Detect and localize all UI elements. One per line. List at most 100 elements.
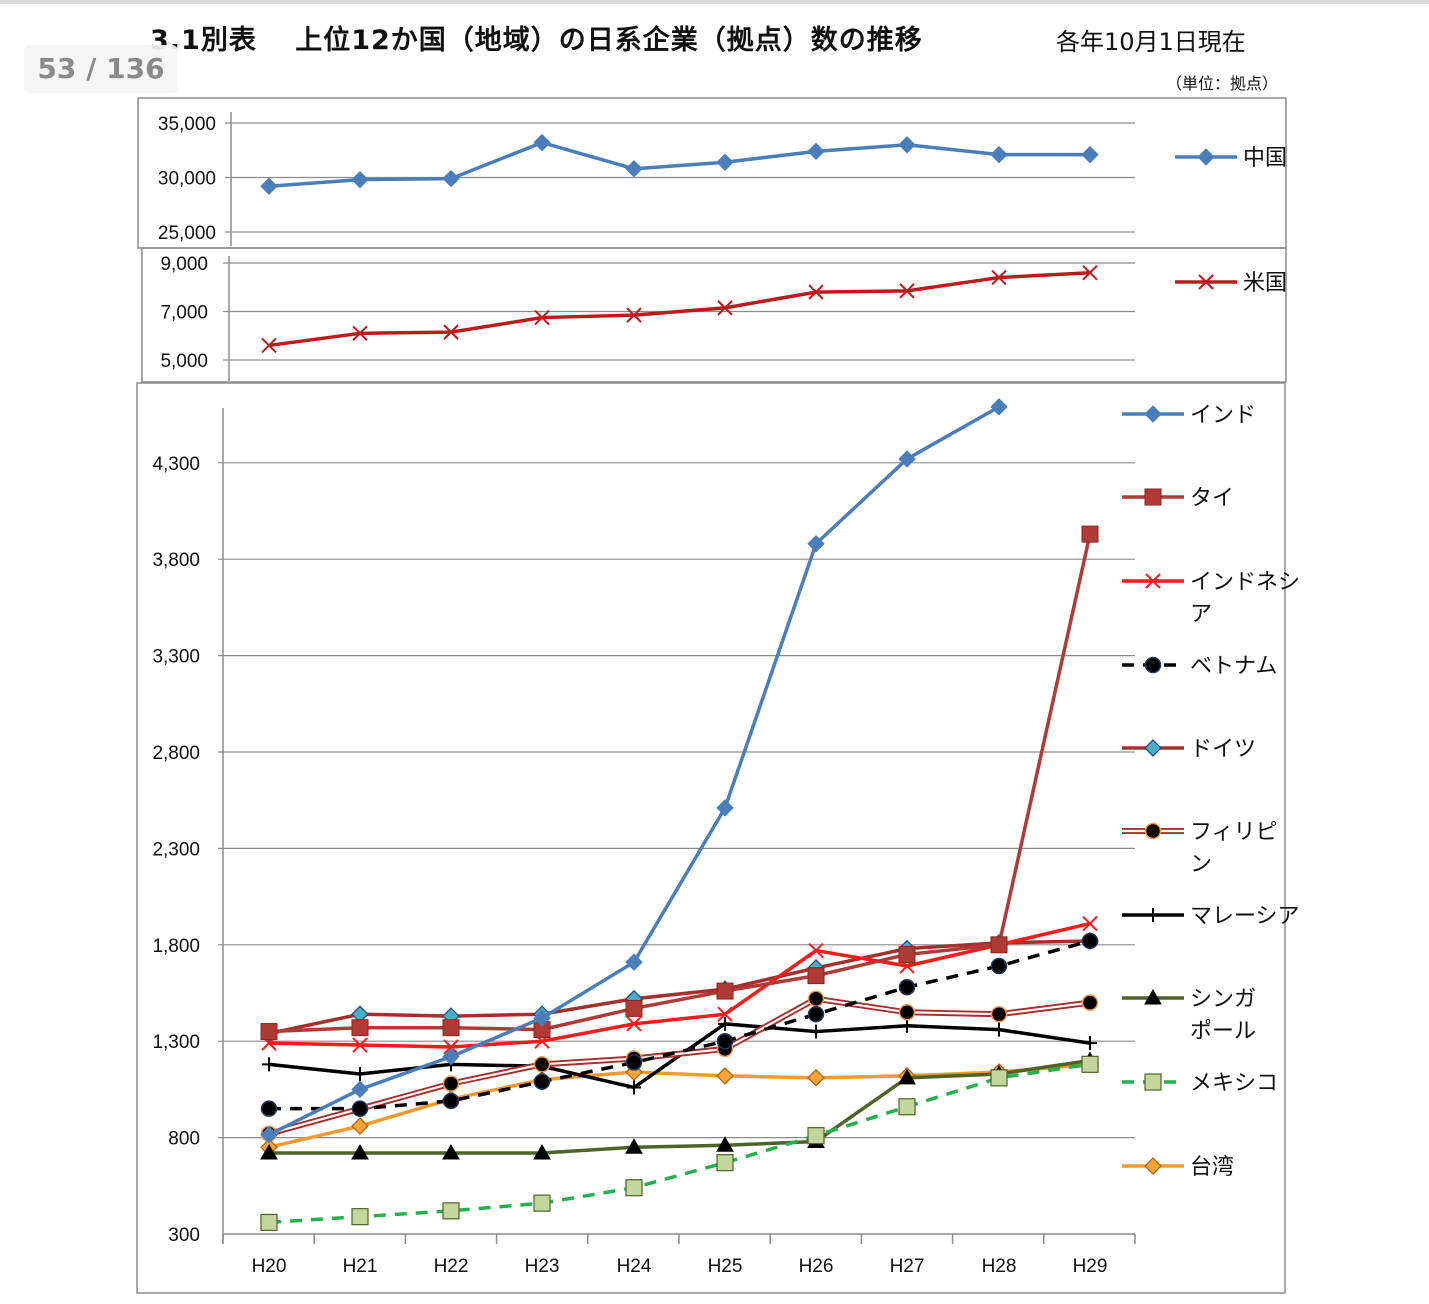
china-point-9-marker bbox=[1081, 145, 1099, 164]
indonesia-series bbox=[261, 915, 1098, 1055]
germany-legend-item: ドイツ bbox=[1122, 737, 1256, 762]
philippines-point-7-marker bbox=[898, 1004, 916, 1021]
indonesia-point-2-marker bbox=[443, 1039, 459, 1055]
singapore-legend-label: シンガポール bbox=[1190, 987, 1256, 1044]
usa-point-5-marker bbox=[717, 300, 733, 316]
taiwan-line bbox=[268, 1062, 1091, 1149]
main-panel-frame bbox=[136, 382, 1286, 1294]
thailand-point-7-marker bbox=[898, 945, 916, 963]
usa-y-tick-label: 9,000 bbox=[160, 254, 208, 275]
india-legend-label: インド bbox=[1190, 403, 1256, 428]
mexico-point-3-marker bbox=[533, 1194, 551, 1212]
singapore-legend-label-line: ポール bbox=[1190, 1019, 1256, 1044]
main-y-tick-label: 1,800 bbox=[152, 936, 200, 957]
mexico-point-5-marker bbox=[716, 1154, 734, 1172]
singapore-point-3-marker bbox=[533, 1144, 551, 1160]
india-point-1-marker bbox=[351, 1080, 369, 1099]
india-point-3-marker bbox=[533, 1009, 551, 1027]
china-point-0-marker bbox=[260, 177, 278, 195]
vietnam-series bbox=[260, 932, 1099, 1117]
thailand-point-2-marker bbox=[442, 1019, 460, 1037]
taiwan-legend-item: 台湾 bbox=[1122, 1155, 1234, 1180]
philippines-point-3-marker bbox=[533, 1056, 551, 1073]
usa-y-tick-label: 7,000 bbox=[160, 303, 208, 324]
main-y-tick-label: 2,300 bbox=[152, 839, 200, 860]
india-point-2-marker bbox=[442, 1047, 460, 1066]
main-y-tick-label: 3,800 bbox=[152, 550, 200, 571]
indonesia-legend-label-line: ア bbox=[1190, 602, 1212, 627]
india-point-8-marker bbox=[990, 398, 1008, 416]
usa-point-1-marker bbox=[352, 325, 368, 342]
x-tick-label: H27 bbox=[890, 1256, 925, 1277]
china-legend-label: 中国 bbox=[1243, 146, 1287, 171]
malaysia-legend-label-line: マレーシア bbox=[1190, 904, 1300, 929]
mexico-legend-marker bbox=[1144, 1073, 1162, 1091]
usa-series bbox=[261, 264, 1098, 354]
philippines-point-6-marker bbox=[807, 990, 825, 1008]
china-point-4-marker bbox=[625, 160, 643, 178]
usa-line bbox=[268, 270, 1091, 348]
vietnam-point-9-marker bbox=[1081, 932, 1099, 950]
malaysia-point-1-marker bbox=[353, 1066, 367, 1081]
top-border bbox=[0, 0, 1429, 4]
indonesia-legend-label: インドネシア bbox=[1190, 570, 1300, 627]
malaysia-point-0-marker bbox=[262, 1057, 276, 1072]
unit-label: （単位：拠点） bbox=[1166, 74, 1279, 93]
china-series bbox=[260, 133, 1099, 195]
singapore-point-0-marker bbox=[260, 1144, 278, 1160]
china-point-8-marker bbox=[990, 145, 1008, 164]
usa-point-0-marker bbox=[261, 337, 277, 354]
singapore-legend-item: シンガポール bbox=[1122, 987, 1256, 1044]
mexico-point-4-marker bbox=[625, 1179, 643, 1197]
vietnam-point-8-marker bbox=[990, 957, 1008, 975]
usa-point-6-marker bbox=[808, 284, 824, 300]
vietnam-point-7-marker bbox=[898, 978, 916, 996]
china-legend-marker bbox=[1197, 148, 1215, 166]
taiwan-legend-label: 台湾 bbox=[1190, 1155, 1234, 1180]
usa-point-4-marker bbox=[626, 307, 642, 323]
indonesia-line bbox=[268, 921, 1091, 1049]
x-tick-label: H21 bbox=[343, 1256, 378, 1277]
singapore-point-4-marker bbox=[625, 1138, 643, 1154]
x-tick-label: H24 bbox=[617, 1256, 652, 1277]
indonesia-point-6-marker bbox=[808, 942, 824, 959]
main-y-tick-label: 4,300 bbox=[152, 454, 200, 475]
mexico-point-8-marker bbox=[990, 1069, 1008, 1087]
thailand-series bbox=[260, 525, 1099, 1041]
germany-legend-marker bbox=[1144, 739, 1162, 757]
china-panel-frame bbox=[137, 97, 1287, 249]
vietnam-point-1-marker bbox=[351, 1100, 369, 1117]
vietnam-point-5-marker bbox=[716, 1032, 734, 1050]
indonesia-point-4-marker bbox=[626, 1016, 642, 1032]
china-line bbox=[268, 140, 1090, 188]
philippines-legend-label-line: ン bbox=[1190, 852, 1212, 877]
philippines-point-9-marker bbox=[1081, 994, 1099, 1011]
philippines-point-2-marker bbox=[442, 1075, 460, 1092]
india-legend-item: インド bbox=[1122, 403, 1256, 428]
india-point-6-marker bbox=[807, 535, 825, 553]
thailand-legend-label: タイ bbox=[1190, 486, 1234, 511]
malaysia-point-6-marker bbox=[809, 1024, 823, 1039]
china-y-tick-label: 30,000 bbox=[158, 169, 216, 190]
usa-point-2-marker bbox=[443, 324, 459, 340]
x-tick-label: H20 bbox=[252, 1256, 287, 1277]
malaysia-legend-marker bbox=[1146, 908, 1160, 922]
indonesia-point-5-marker bbox=[717, 1006, 733, 1022]
india-point-4-marker bbox=[625, 953, 643, 971]
thailand-legend-marker bbox=[1144, 488, 1162, 506]
x-tick-label: H29 bbox=[1073, 1256, 1108, 1277]
x-tick-label: H23 bbox=[525, 1256, 560, 1277]
mexico-series bbox=[260, 1055, 1099, 1232]
main-y-tick-label: 300 bbox=[168, 1225, 200, 1246]
usa-panel-frame bbox=[141, 247, 1287, 383]
x-tick-label: H25 bbox=[708, 1256, 743, 1277]
main-y-tick-label: 800 bbox=[168, 1129, 200, 1150]
x-tick-label: H28 bbox=[982, 1256, 1017, 1277]
taiwan-legend-marker bbox=[1144, 1157, 1162, 1175]
indonesia-point-1-marker bbox=[352, 1037, 368, 1053]
malaysia-legend-label: マレーシア bbox=[1190, 904, 1300, 929]
mexico-point-2-marker bbox=[442, 1202, 460, 1220]
usa-legend-item: 米国 bbox=[1175, 271, 1287, 296]
vietnam-point-4-marker bbox=[625, 1054, 643, 1071]
